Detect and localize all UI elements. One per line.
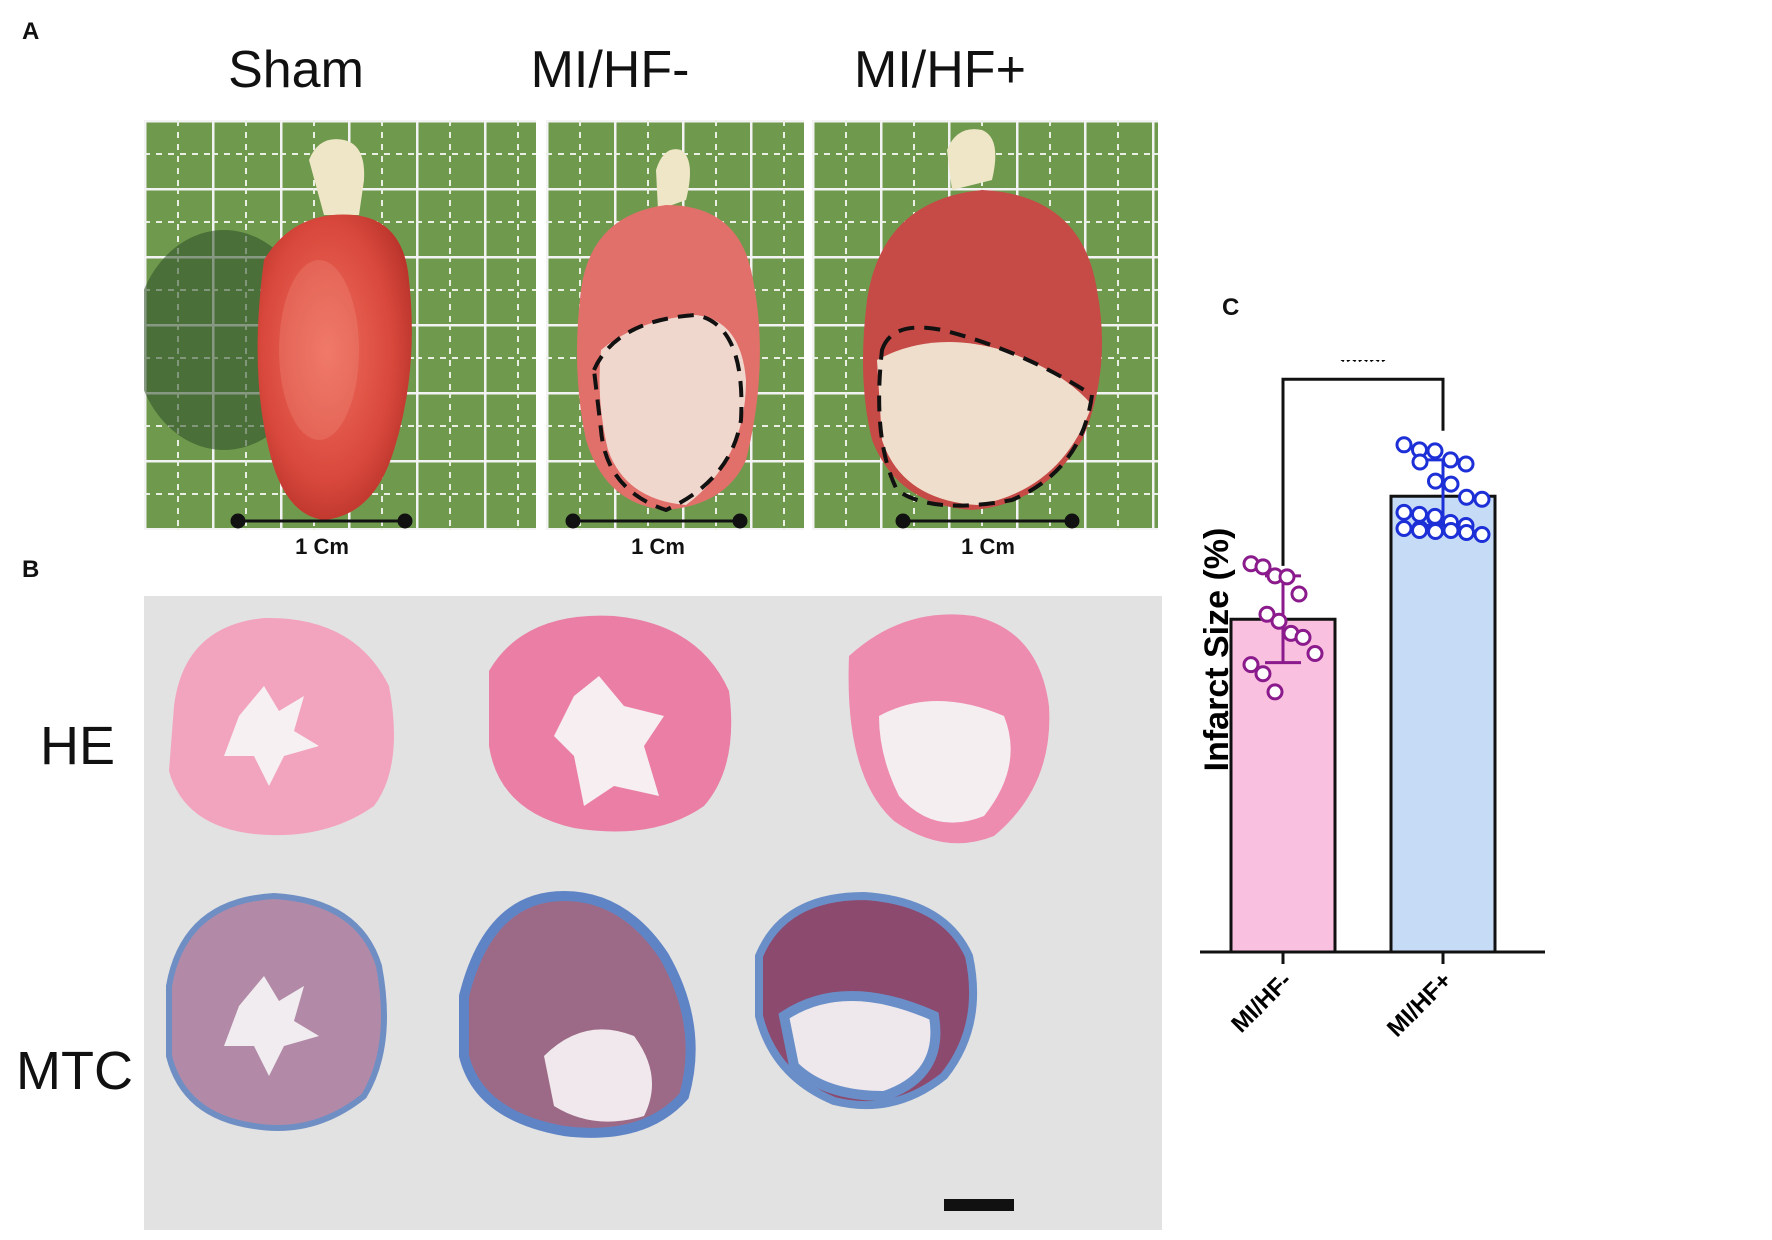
bar-1	[1389, 494, 1497, 954]
he-section-mi-hf-minus	[489, 615, 732, 832]
data-point	[1426, 442, 1444, 460]
row-label-mtc: MTC	[16, 1041, 133, 1101]
data-point	[1473, 490, 1491, 508]
data-point	[1458, 524, 1475, 542]
he-section-sham	[169, 617, 394, 836]
scale-bars	[230, 513, 1080, 529]
infarct-size-chart: 0204060Infarct Size (%)MI/HF-MI/HF+****	[1200, 360, 1545, 1042]
data-point	[1473, 526, 1491, 544]
panel-b-letter: B	[22, 556, 40, 583]
data-point	[1395, 520, 1413, 537]
significance-label: ****	[1340, 360, 1387, 378]
scale-label-mi-hf-plus: 1 Cm	[961, 534, 1015, 559]
data-point	[1278, 568, 1296, 586]
data-point	[1270, 612, 1288, 630]
data-point	[1457, 455, 1475, 473]
panel-c-letter: C	[1222, 294, 1240, 321]
heart-photo-mi-hf-plus	[812, 120, 1158, 530]
histology-scale-bar	[944, 1199, 1014, 1211]
data-point	[1427, 523, 1444, 541]
data-point	[1426, 507, 1444, 525]
x-tick-label-1: MI/HF+	[1382, 967, 1457, 1042]
data-point	[1266, 683, 1284, 701]
significance-bracket	[1281, 377, 1445, 566]
data-point	[1411, 505, 1428, 523]
data-point	[1442, 522, 1460, 540]
panel-a-letter: A	[22, 18, 40, 45]
scale-label-sham: 1 Cm	[295, 534, 349, 559]
data-point	[1395, 436, 1413, 454]
data-point	[1442, 475, 1460, 493]
group-title-sham: Sham	[228, 41, 364, 99]
data-point	[1290, 585, 1308, 603]
mtc-section-sham	[166, 892, 387, 1131]
mtc-section-mi-hf-plus	[755, 891, 978, 1110]
data-point	[1395, 503, 1413, 521]
x-tick-label-0: MI/HF-	[1226, 967, 1297, 1038]
data-point	[1458, 488, 1475, 506]
group-title-mi-hf-minus: MI/HF-	[530, 41, 690, 99]
data-point	[1258, 605, 1276, 623]
data-point	[1254, 665, 1272, 683]
data-point	[1411, 522, 1428, 540]
he-section-mi-hf-plus	[848, 614, 1050, 844]
scale-label-mi-hf-minus: 1 Cm	[631, 534, 685, 559]
row-label-he: HE	[40, 716, 116, 776]
histology-panel	[144, 596, 1162, 1230]
heart-photo-mi-hf-minus	[546, 120, 804, 530]
data-point	[1306, 645, 1324, 663]
data-point	[1254, 558, 1272, 576]
data-point	[1294, 628, 1312, 646]
data-point	[1427, 472, 1444, 490]
data-point	[1442, 451, 1459, 469]
group-title-mi-hf-plus: MI/HF+	[854, 41, 1026, 99]
data-point	[1411, 453, 1429, 471]
data-point	[1242, 656, 1260, 674]
mtc-section-mi-hf-minus	[459, 890, 696, 1138]
heart-photo-sham	[144, 120, 536, 530]
